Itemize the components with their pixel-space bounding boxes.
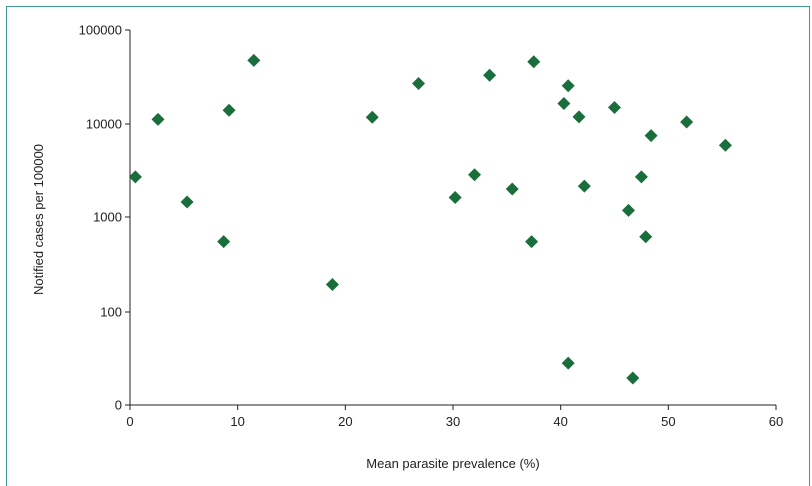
data-point [247, 53, 261, 67]
data-point [644, 129, 658, 143]
x-tick-label: 50 [661, 414, 675, 429]
data-points [128, 53, 732, 385]
x-tick-label: 20 [338, 414, 352, 429]
data-point [365, 110, 379, 124]
x-axis-title: Mean parasite prevalence (%) [366, 456, 539, 471]
data-point [557, 97, 571, 111]
data-point [128, 170, 142, 184]
x-tick-label: 30 [446, 414, 460, 429]
data-point [639, 230, 653, 244]
data-point [151, 112, 165, 126]
data-point [561, 79, 575, 93]
y-tick-label: 100 [100, 305, 122, 320]
data-point [483, 68, 497, 82]
x-tick-label: 0 [126, 414, 133, 429]
data-point [572, 110, 586, 124]
data-point [448, 191, 462, 205]
data-point [626, 371, 640, 385]
data-point [634, 170, 648, 184]
data-point [718, 138, 732, 152]
data-point [525, 235, 539, 249]
y-axis-title: Notified cases per 100000 [31, 144, 46, 295]
data-point [180, 195, 194, 209]
figure-frame [6, 6, 810, 486]
x-ticks: 0 10 20 30 40 50 60 [126, 405, 783, 429]
y-tick-label: 0 [115, 398, 122, 413]
y-tick-label: 100000 [79, 23, 122, 38]
data-point [621, 203, 635, 217]
data-point [505, 182, 519, 196]
data-point [222, 103, 236, 117]
y-tick-label: 10000 [86, 117, 122, 132]
axes [129, 30, 776, 406]
y-ticks: 0 100 1000 10000 100000 [79, 23, 130, 413]
x-tick-label: 60 [769, 414, 783, 429]
x-tick-label: 10 [230, 414, 244, 429]
data-point [412, 76, 426, 90]
data-point [680, 115, 694, 129]
data-point [325, 277, 339, 291]
data-point [608, 100, 621, 114]
x-tick-label: 40 [553, 414, 567, 429]
data-point [561, 356, 575, 370]
data-point [217, 235, 231, 249]
data-point [577, 179, 591, 193]
data-point [527, 55, 541, 69]
data-point [468, 168, 482, 182]
y-tick-label: 1000 [93, 210, 122, 225]
